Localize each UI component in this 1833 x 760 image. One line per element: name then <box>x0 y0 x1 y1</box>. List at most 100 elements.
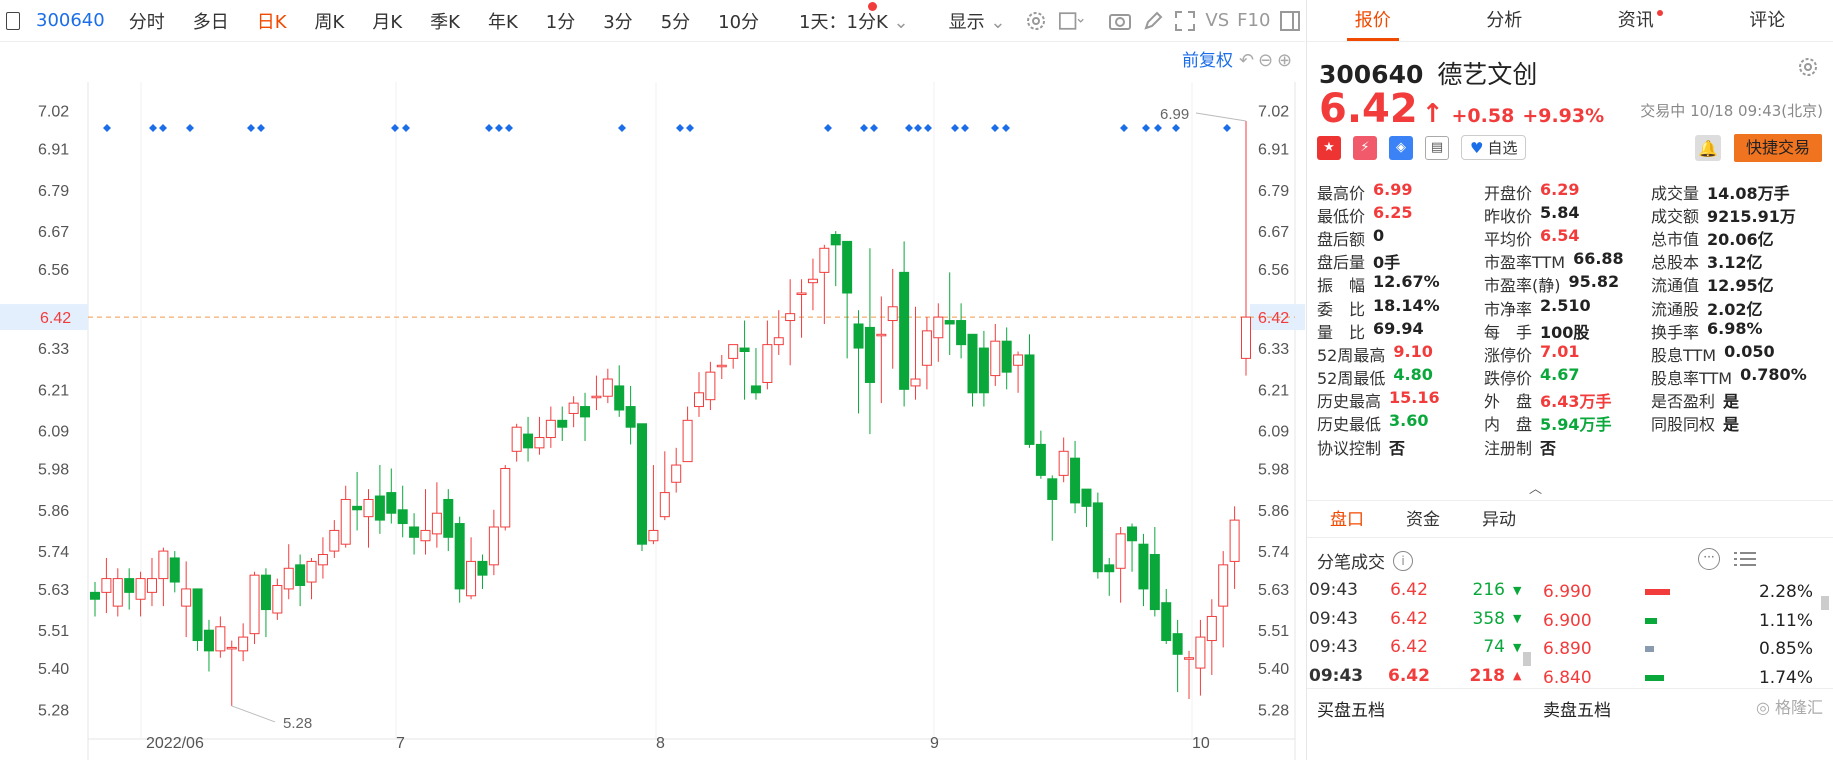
period-tab[interactable]: 5分 <box>660 11 691 33</box>
candle-body <box>1172 633 1183 655</box>
event-marker[interactable] <box>860 124 868 132</box>
y-tick-left: 6.09 <box>38 424 69 441</box>
event-marker[interactable] <box>485 124 493 132</box>
gear-icon[interactable] <box>1797 56 1819 78</box>
reset-icon[interactable]: ↶ <box>1239 50 1254 71</box>
tick-time: 09:43 <box>1309 637 1358 658</box>
sidebar-toggle-icon[interactable] <box>6 12 20 30</box>
runner-icon[interactable]: ⚡ <box>1353 135 1377 160</box>
quick-trade-button[interactable]: 快捷交易 <box>1734 134 1822 162</box>
subtab-2[interactable]: 异动 <box>1482 510 1516 530</box>
candle-body <box>215 626 226 652</box>
event-marker[interactable] <box>257 124 265 132</box>
adjust-mode-button[interactable]: 前复权 <box>1182 51 1233 70</box>
subtab-1[interactable]: 资金 <box>1406 510 1440 530</box>
tick-time: 09:43 <box>1309 580 1358 601</box>
period-tab[interactable]: 多日 <box>192 11 229 33</box>
stock-header: 300640 德艺文创 <box>1319 55 1537 91</box>
event-marker[interactable] <box>149 124 157 132</box>
fullscreen-icon[interactable] <box>1175 8 1196 34</box>
list-icon[interactable] <box>1734 550 1756 568</box>
event-marker[interactable] <box>924 124 932 132</box>
period-tab[interactable]: 周K <box>314 11 345 33</box>
event-marker[interactable] <box>402 124 410 132</box>
event-marker[interactable] <box>1142 124 1150 132</box>
period-tab[interactable]: 月K <box>372 11 403 33</box>
more-icon[interactable]: ··· <box>1698 548 1720 570</box>
add-watchlist-label: 自选 <box>1487 139 1518 157</box>
vs-button[interactable]: VS <box>1205 10 1230 31</box>
event-marker[interactable] <box>505 124 513 132</box>
depth-pct: 1.11% <box>1758 610 1813 631</box>
panel-toggle-icon[interactable] <box>1280 8 1301 34</box>
candle-body <box>967 333 978 394</box>
event-marker[interactable] <box>870 124 878 132</box>
event-marker[interactable] <box>247 124 255 132</box>
event-marker[interactable] <box>686 124 694 132</box>
zoom-out-icon[interactable]: ⊖ <box>1258 50 1273 71</box>
multi-day-label: 1天：1分K <box>799 11 888 33</box>
depth-scrollbar[interactable] <box>1821 596 1829 610</box>
event-marker[interactable] <box>1223 124 1231 132</box>
candle-body <box>409 526 420 538</box>
stock-code[interactable]: 300640 <box>36 10 105 31</box>
f10-button[interactable]: F10 <box>1237 10 1271 31</box>
event-marker[interactable] <box>103 124 111 132</box>
tab-0[interactable]: 报价 <box>1307 0 1439 41</box>
event-marker[interactable] <box>961 124 969 132</box>
candlestick-chart[interactable]: 7.02 7.02 6.91 6.91 6.79 6.79 6.67 6.67 6.56 6.56… <box>0 42 1305 760</box>
settings-icon[interactable] <box>1025 8 1047 34</box>
notes-icon[interactable]: ▤ <box>1425 135 1449 160</box>
period-tab[interactable]: 1分 <box>545 11 576 33</box>
candle-body <box>785 313 796 322</box>
event-marker[interactable] <box>951 124 959 132</box>
event-marker[interactable] <box>991 124 999 132</box>
square-select-icon[interactable] <box>1059 8 1085 34</box>
tab-3[interactable]: 评论 <box>1702 0 1833 41</box>
quote-row: 委 比 18.14% 市净率 2.510 流通股 2.02亿 <box>1317 296 1827 319</box>
event-marker[interactable] <box>391 124 399 132</box>
triangle-up-icon: ▲ <box>1513 669 1522 683</box>
zoom-in-icon[interactable]: ⊕ <box>1277 50 1292 71</box>
event-marker[interactable] <box>1172 124 1180 132</box>
event-marker[interactable] <box>618 124 626 132</box>
event-marker[interactable] <box>1002 124 1010 132</box>
quote-key: 市盈率(静) <box>1484 276 1561 296</box>
quote-cell: 股息TTM 0.050 <box>1651 342 1827 366</box>
collapse-chevron-icon[interactable]: ︿ <box>1529 482 1543 497</box>
bell-icon[interactable]: 🔔 <box>1695 135 1721 161</box>
event-marker[interactable] <box>159 124 167 132</box>
period-tab[interactable]: 年K <box>487 11 518 33</box>
candle-body <box>830 234 841 246</box>
period-tab[interactable]: 日K <box>256 11 287 33</box>
add-watchlist-button[interactable]: ♥ 自选 <box>1461 135 1527 160</box>
y-tick-left: 5.51 <box>38 623 69 640</box>
display-dropdown[interactable]: 显示 ⌄ <box>949 8 1006 34</box>
multi-day-select[interactable]: 1天：1分K ⌄ <box>799 8 909 34</box>
period-tab[interactable]: 季K <box>430 11 460 33</box>
event-marker[interactable] <box>676 124 684 132</box>
event-marker[interactable] <box>495 124 503 132</box>
quote-value: 6.25 <box>1373 202 1413 222</box>
period-tab[interactable]: 分时 <box>128 11 165 33</box>
camera-icon[interactable] <box>1109 8 1132 34</box>
ticks-scrollbar[interactable] <box>1523 652 1531 666</box>
pencil-icon[interactable] <box>1143 8 1163 34</box>
tab-2[interactable]: 资讯 <box>1570 0 1702 41</box>
event-marker[interactable] <box>914 124 922 132</box>
event-marker[interactable] <box>1154 124 1162 132</box>
period-tab[interactable]: 10分 <box>718 11 760 33</box>
event-marker[interactable] <box>1120 124 1128 132</box>
quote-cell: 跌停价 4.67 <box>1484 365 1651 389</box>
event-marker[interactable] <box>824 124 832 132</box>
period-tab[interactable]: 3分 <box>603 11 633 33</box>
event-marker[interactable] <box>905 124 913 132</box>
subtab-0[interactable]: 盘口 <box>1330 510 1364 530</box>
info-icon[interactable]: i <box>1393 550 1413 571</box>
quote-key: 外 盘 <box>1484 392 1533 412</box>
tab-1[interactable]: 分析 <box>1439 0 1571 41</box>
event-marker[interactable] <box>186 124 194 132</box>
candle-body <box>181 588 192 607</box>
candle-body <box>648 529 659 542</box>
tag-icon[interactable]: ◈ <box>1389 135 1413 160</box>
